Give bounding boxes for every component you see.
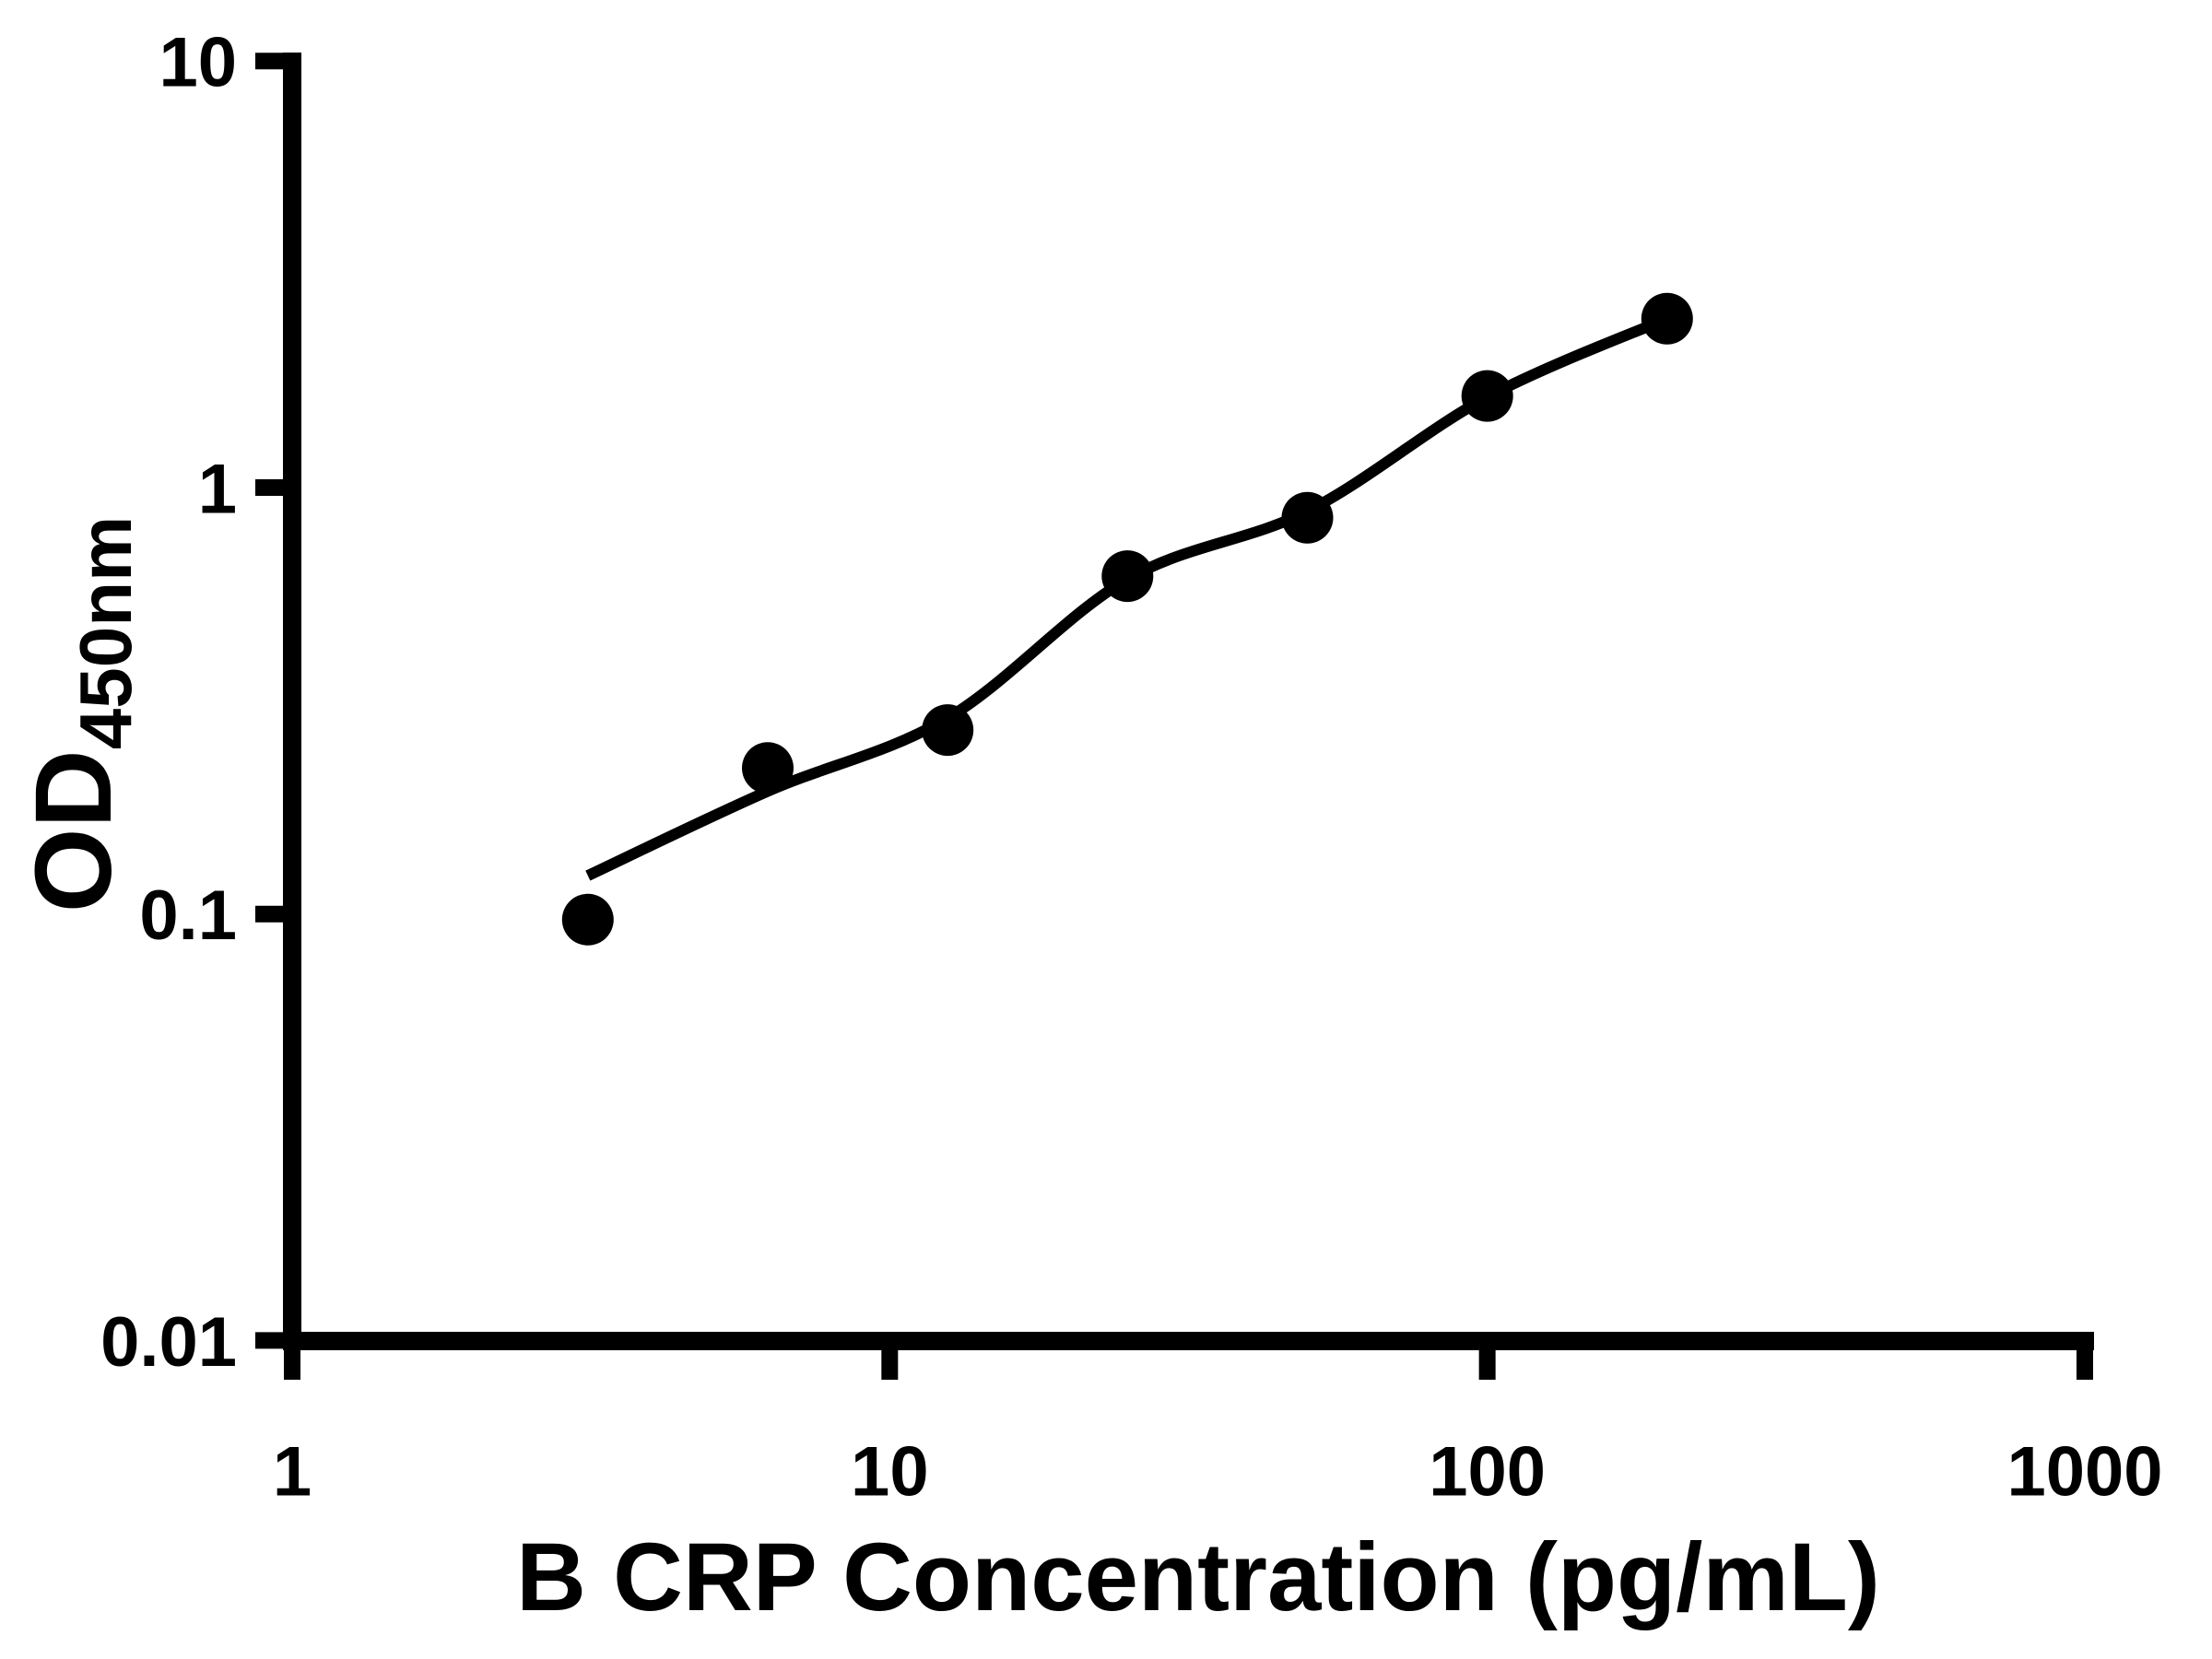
data-point-x25 <box>1101 550 1154 603</box>
data-point-x12.5 <box>922 704 974 757</box>
y-axis-title: OD450nm <box>13 516 147 912</box>
tick-labels-group: 10 1 0.1 0.01 1 10 100 1000 <box>100 24 2162 1512</box>
y-tick-label-0.1: 0.1 <box>139 877 237 955</box>
y-axis-title-main: OD <box>13 749 135 912</box>
x-tick-label-1000: 1000 <box>2006 1433 2162 1512</box>
data-point-x200 <box>1641 292 1693 345</box>
x-tick-label-100: 100 <box>1429 1433 1546 1512</box>
y-tick-label-1: 1 <box>198 450 237 528</box>
data-point-x6.25 <box>742 742 794 794</box>
x-tick-label-10: 10 <box>851 1433 929 1512</box>
data-point-x3.125 <box>561 893 614 946</box>
data-points-group <box>561 292 1693 946</box>
x-axis-title: B CRP Concentration (pg/mL) <box>516 1524 1880 1631</box>
y-tick-label-10: 10 <box>159 24 237 102</box>
x-tick-label-1: 1 <box>273 1433 312 1512</box>
data-point-x50 <box>1281 491 1334 544</box>
y-tick-label-0.01: 0.01 <box>100 1303 237 1382</box>
data-point-x100 <box>1461 370 1513 422</box>
axes-group <box>255 53 2094 1380</box>
y-axis-title-subscript: 450nm <box>65 516 147 749</box>
